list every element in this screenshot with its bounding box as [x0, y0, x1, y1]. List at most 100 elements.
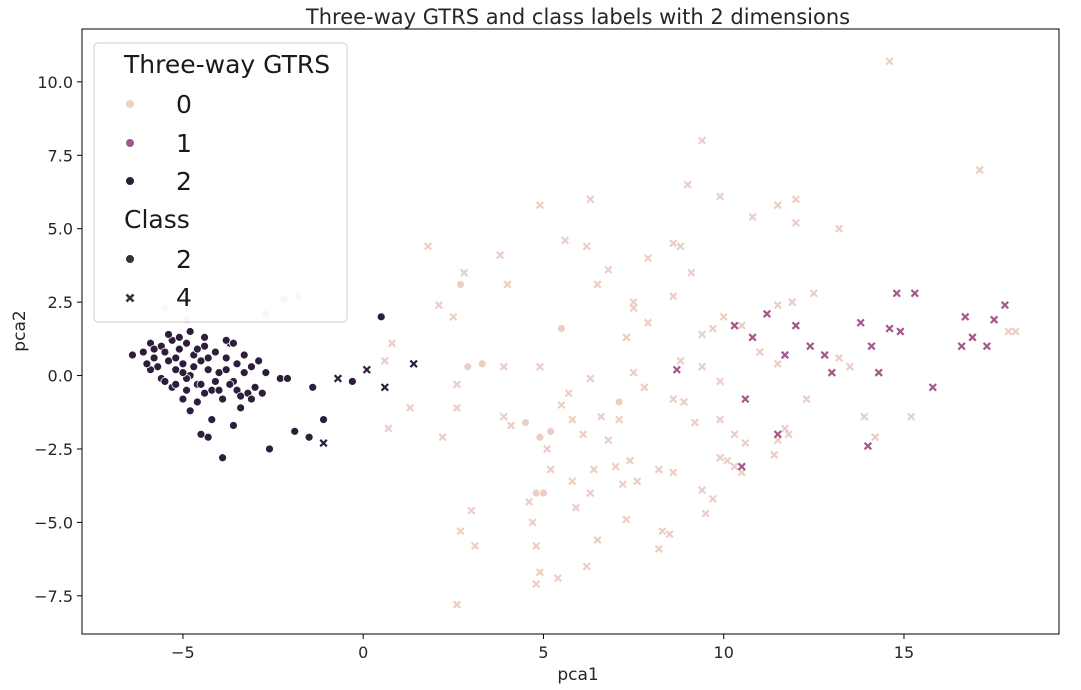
- data-point-hue-2-class-2: [247, 362, 256, 372]
- data-point-hue-2-class-2: [239, 350, 249, 360]
- legend-label-hue-2: 2: [176, 167, 192, 196]
- data-point-hue-2-class-2: [221, 353, 231, 363]
- data-point-hue-2-class-2: [174, 344, 184, 354]
- data-point-hue-2-class-4: [333, 374, 343, 383]
- data-point-hue-0-class-4: [622, 333, 631, 342]
- data-point-hue-0-class-4: [716, 192, 725, 201]
- data-point-hue-0-class-4: [499, 412, 508, 421]
- data-point-hue-0-class-4: [615, 415, 624, 424]
- data-point-hue-0-class-4: [460, 268, 469, 277]
- data-point-hue-2-class-2: [229, 421, 238, 430]
- data-point-hue-0-class-4: [885, 57, 894, 66]
- data-point-hue-0-class-4: [456, 527, 465, 536]
- data-point-hue-0-class-4: [589, 465, 599, 474]
- data-point-hue-2-class-2: [192, 397, 202, 407]
- data-point-hue-0-class-4: [593, 280, 602, 289]
- data-point-hue-1-class-4: [928, 383, 937, 392]
- data-point-hue-2-class-2: [149, 353, 159, 363]
- data-point-hue-1-class-4: [982, 342, 991, 351]
- data-point-hue-2-class-2: [265, 444, 274, 454]
- data-point-hue-0-class-2: [531, 488, 541, 498]
- data-point-hue-2-class-2: [149, 344, 159, 354]
- data-point-hue-0-class-4: [975, 165, 984, 175]
- data-point-hue-0-class-4: [535, 362, 544, 371]
- data-point-hue-1-class-4: [990, 315, 999, 324]
- data-point-hue-1-class-4: [885, 324, 894, 333]
- data-point-hue-1-class-4: [961, 312, 970, 321]
- data-point-hue-0-class-4: [597, 412, 606, 421]
- data-point-hue-0-class-4: [438, 433, 447, 442]
- data-point-hue-2-class-2: [203, 432, 213, 442]
- legend-marker-hue-2: [126, 177, 134, 185]
- data-point-hue-0-class-4: [719, 312, 728, 321]
- legend-marker-class-4: [125, 293, 135, 303]
- chart-title: Three-way GTRS and class labels with 2 d…: [305, 5, 850, 29]
- data-point-hue-0-class-4: [1011, 327, 1020, 336]
- data-point-hue-2-class-2: [196, 379, 206, 389]
- data-point-hue-0-class-4: [701, 509, 710, 518]
- data-point-hue-2-class-2: [275, 374, 285, 383]
- data-point-hue-2-class-2: [185, 406, 195, 416]
- data-point-hue-0-class-4: [449, 312, 458, 321]
- data-point-hue-1-class-4: [748, 333, 757, 342]
- data-point-hue-0-class-4: [532, 541, 541, 550]
- data-point-hue-1-class-4: [856, 318, 865, 327]
- data-point-hue-1-class-4: [827, 368, 836, 377]
- data-point-hue-2-class-2: [218, 394, 228, 404]
- data-point-hue-0-class-4: [835, 353, 844, 363]
- y-tick-label: 2.5: [48, 293, 73, 312]
- data-point-hue-0-class-2: [535, 432, 545, 442]
- data-point-hue-2-class-2: [261, 368, 271, 378]
- data-point-hue-0-class-4: [791, 218, 800, 227]
- data-point-hue-0-class-4: [784, 430, 793, 439]
- data-point-hue-2-class-2: [178, 368, 188, 378]
- data-point-hue-0-class-4: [611, 462, 620, 471]
- data-point-hue-2-class-2: [347, 377, 357, 386]
- data-point-hue-0-class-4: [629, 303, 638, 313]
- data-point-hue-0-class-4: [741, 439, 750, 448]
- data-point-hue-0-class-4: [730, 430, 739, 439]
- data-point-hue-2-class-2: [221, 365, 231, 375]
- data-point-hue-2-class-2: [247, 394, 256, 404]
- data-point-hue-0-class-4: [579, 430, 588, 439]
- legend-box: [93, 42, 348, 323]
- data-point-hue-0-class-4: [780, 424, 790, 433]
- data-point-hue-2-class-2: [160, 377, 170, 386]
- data-point-hue-2-class-2: [308, 382, 318, 392]
- data-point-hue-0-class-4: [524, 497, 534, 506]
- data-point-hue-2-class-2: [236, 391, 246, 401]
- data-point-hue-2-class-2: [250, 382, 260, 392]
- legend-marker-hue-0: [126, 100, 134, 108]
- data-point-hue-1-class-4: [730, 321, 739, 330]
- data-point-hue-0-class-4: [716, 453, 725, 462]
- data-point-hue-2-class-2: [376, 312, 386, 322]
- data-point-hue-0-class-4: [773, 359, 782, 368]
- legend-label-class-4: 4: [176, 283, 192, 312]
- data-point-hue-0-class-4: [788, 298, 797, 307]
- data-point-hue-0-class-4: [586, 374, 595, 383]
- data-point-hue-0-class-4: [496, 251, 505, 260]
- data-point-hue-0-class-4: [424, 242, 433, 251]
- data-point-hue-2-class-2: [178, 359, 188, 369]
- y-tick-label: 7.5: [48, 146, 73, 165]
- data-point-hue-0-class-4: [755, 347, 764, 357]
- y-tick-label: 5.0: [48, 220, 73, 239]
- data-point-hue-2-class-2: [196, 356, 206, 366]
- data-point-hue-2-class-2: [214, 385, 224, 395]
- data-point-hue-2-class-2: [182, 385, 191, 395]
- data-point-hue-0-class-4: [643, 254, 653, 263]
- data-point-hue-0-class-4: [698, 486, 707, 495]
- data-point-hue-2-class-2: [200, 388, 209, 398]
- data-point-hue-0-class-4: [683, 180, 692, 189]
- data-point-hue-2-class-2: [214, 368, 224, 378]
- data-point-hue-2-class-2: [225, 379, 235, 389]
- data-point-hue-0-class-2: [463, 362, 473, 372]
- data-point-hue-0-class-4: [654, 465, 663, 474]
- data-point-hue-0-class-4: [467, 506, 476, 515]
- data-point-hue-0-class-4: [586, 195, 595, 204]
- data-point-hue-2-class-2: [210, 347, 220, 357]
- data-point-hue-2-class-2: [207, 415, 217, 425]
- data-point-hue-2-class-2: [160, 347, 170, 357]
- data-point-hue-0-class-4: [452, 403, 462, 412]
- data-point-hue-0-class-4: [503, 280, 512, 289]
